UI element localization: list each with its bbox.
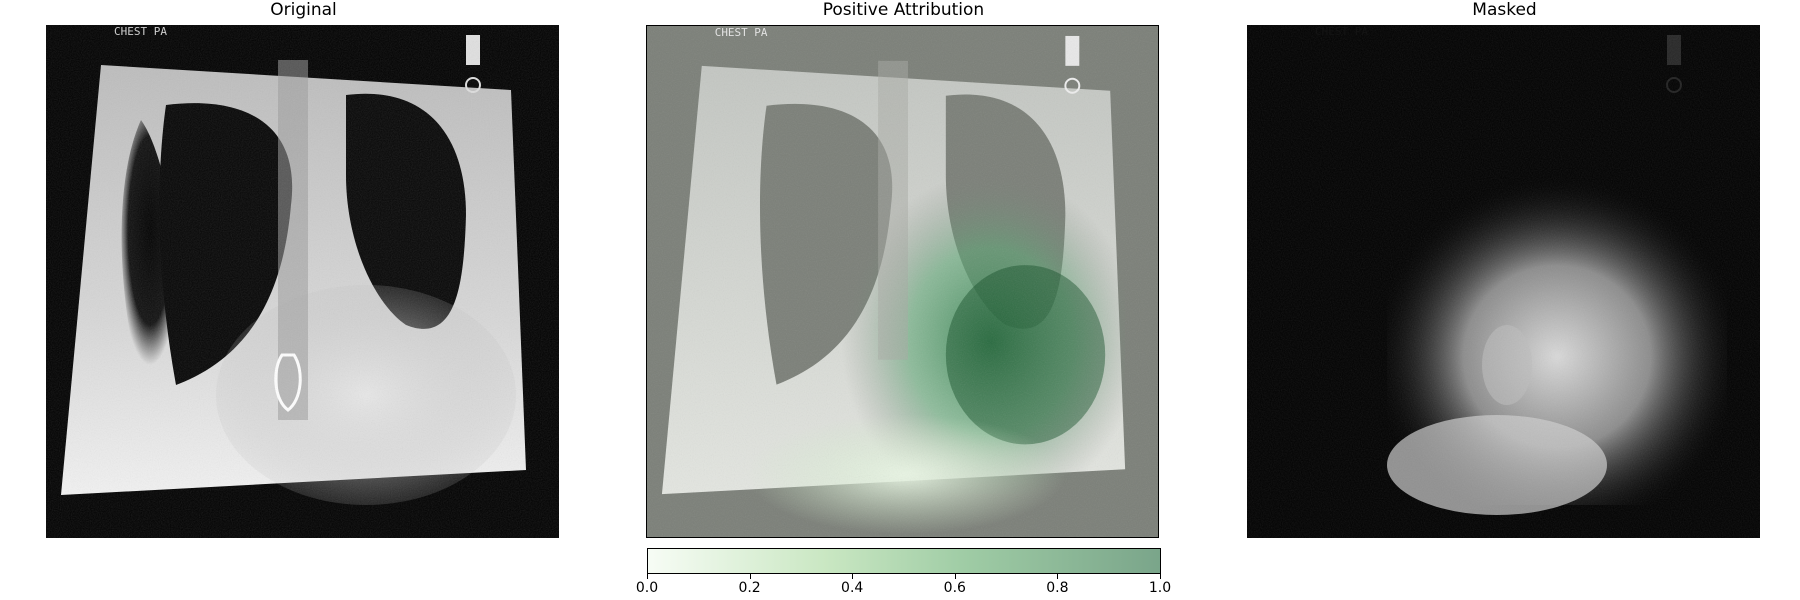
- attribution-image-label: CHEST PA: [715, 26, 768, 39]
- colorbar-tick-label: 0.2: [738, 580, 761, 596]
- colorbar-tick: [852, 574, 854, 579]
- colorbar-tick: [1160, 574, 1161, 579]
- masked-image-label: CHEST PA: [1315, 25, 1368, 38]
- masked-image: CHEST PA: [1247, 25, 1760, 538]
- colorbar-tick-label: 0.8: [1046, 580, 1069, 596]
- colorbar-tick-label: 0.4: [841, 580, 864, 596]
- colorbar-tick: [749, 574, 751, 579]
- original-image-label: CHEST PA: [114, 25, 167, 38]
- original-title: Original: [270, 0, 337, 20]
- colorbar: [647, 548, 1161, 574]
- attribution-image: CHEST PA: [646, 25, 1159, 538]
- masked-title: Masked: [1472, 0, 1537, 20]
- colorbar-tick-label: 0.6: [943, 580, 966, 596]
- original-image: CHEST PA: [46, 25, 559, 538]
- colorbar-tick-label: 0.0: [635, 580, 659, 596]
- colorbar-tick-label: 1.0: [1148, 580, 1172, 596]
- colorbar-tick: [647, 574, 648, 579]
- colorbar-tick: [954, 574, 956, 579]
- colorbar-tick: [1057, 574, 1059, 579]
- attribution-title: Positive Attribution: [822, 0, 985, 20]
